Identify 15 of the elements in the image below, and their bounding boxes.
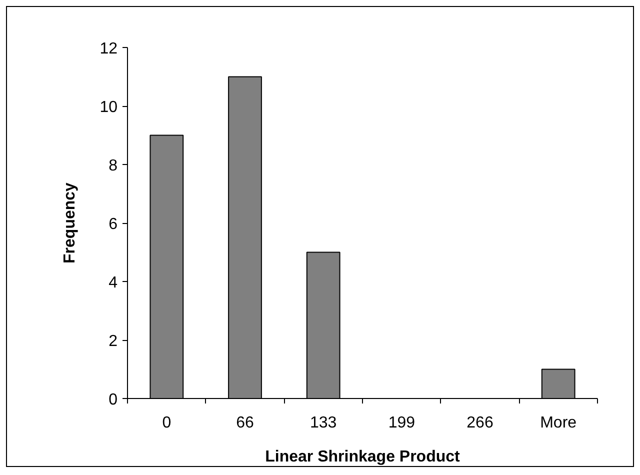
x-tick-label: 266 — [466, 414, 494, 432]
x-tick-label: 66 — [236, 414, 254, 432]
x-tick-label: 199 — [388, 414, 416, 432]
x-axis-title: Linear Shrinkage Product — [265, 448, 461, 466]
y-tick-label: 6 — [108, 216, 118, 233]
y-tick-label: 10 — [100, 99, 118, 116]
y-tick-label: 8 — [108, 158, 118, 174]
x-tick-label: 0 — [162, 414, 172, 432]
y-tick-label: 4 — [108, 274, 118, 292]
y-tick-label: 0 — [108, 392, 118, 408]
y-tick-label: 12 — [100, 40, 118, 58]
y-tick-label: 2 — [108, 333, 118, 350]
x-tick-label: 133 — [310, 414, 337, 432]
y-axis-title: Frequency — [62, 182, 79, 264]
x-tick-label: More — [540, 414, 577, 432]
